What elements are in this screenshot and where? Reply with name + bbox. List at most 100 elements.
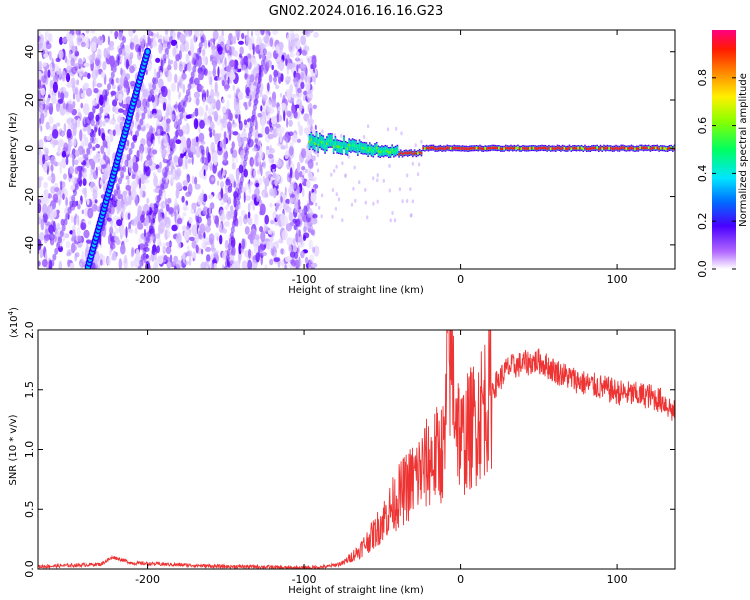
noise-blob [40, 112, 45, 125]
carrier-core [661, 146, 664, 150]
transition-dot [358, 180, 361, 185]
noise-blob [82, 187, 87, 195]
carrier-core [405, 151, 407, 154]
noise-blob [185, 154, 189, 160]
noise-blob [315, 202, 318, 207]
carrier-core [642, 147, 645, 150]
snr-xtick-label: 0 [457, 573, 464, 586]
noise-blob [51, 208, 57, 218]
noise-blob [65, 240, 71, 249]
noise-blob [116, 219, 123, 227]
noise-streak [171, 142, 176, 149]
noise-blob [152, 244, 157, 253]
noise-blob [202, 96, 206, 106]
noise-blob [129, 42, 135, 51]
noise-blob [220, 118, 226, 124]
carrier-core [536, 147, 538, 150]
transition-dot [410, 213, 413, 218]
noise-blob [232, 119, 235, 125]
noise-blob [220, 213, 226, 222]
noise-blob [44, 221, 51, 226]
noise-streak [63, 218, 68, 226]
carrier-core [656, 146, 659, 149]
noise-blob [232, 35, 237, 45]
noise-blob [84, 116, 91, 126]
carrier-core [329, 139, 331, 142]
noise-blob [224, 239, 229, 250]
noise-blob [307, 207, 313, 218]
noise-blob [222, 98, 225, 104]
noise-blob [146, 224, 149, 233]
noise-streak [163, 171, 168, 179]
noise-blob [122, 109, 128, 116]
noise-blob [279, 131, 283, 143]
carrier-core [458, 147, 461, 150]
transition-dot [318, 205, 321, 210]
noise-blob [112, 252, 116, 257]
noise-blob [296, 226, 299, 235]
noise-blob [159, 178, 162, 185]
noise-blob [108, 129, 115, 135]
noise-blob [198, 233, 203, 240]
noise-blob [273, 69, 278, 78]
noise-blob [279, 92, 283, 98]
noise-blob [85, 239, 92, 244]
transition-dot [331, 188, 335, 192]
carrier-core [623, 146, 626, 150]
transition-dot [386, 127, 390, 132]
colorbar-ticks: 0.0 0.2 0.4 0.6 0.8 [696, 69, 736, 278]
carrier-core [467, 147, 469, 151]
noise-blob [70, 209, 73, 214]
noise-blob [132, 134, 138, 142]
noise-blob [244, 183, 251, 190]
noise-blob [98, 127, 101, 137]
noise-blob [271, 91, 277, 102]
noise-blob [253, 169, 257, 178]
noise-blob [288, 39, 291, 51]
noise-blob [310, 262, 318, 268]
carrier-core [517, 146, 519, 149]
noise-blob [272, 248, 275, 256]
noise-blob [70, 237, 74, 242]
carrier-core [415, 152, 418, 156]
noise-blob [102, 172, 108, 181]
noise-blob [40, 40, 47, 51]
carrier-core [336, 145, 338, 148]
noise-blob [129, 65, 135, 74]
noise-blob [79, 262, 83, 268]
noise-blob [194, 32, 200, 38]
noise-blob [38, 72, 42, 82]
carrier-core [446, 146, 449, 149]
noise-blob [95, 143, 100, 149]
noise-blob [241, 238, 245, 250]
noise-blob [140, 150, 143, 160]
carrier-core [417, 151, 419, 155]
noise-blob [247, 121, 252, 130]
noise-blob [247, 53, 252, 59]
noise-blob [182, 185, 188, 191]
noise-blob [181, 72, 187, 80]
noise-blob [199, 119, 205, 129]
noise-blob [75, 252, 80, 258]
noise-blob [185, 225, 190, 230]
noise-blob [238, 242, 242, 255]
noise-blob [187, 250, 193, 257]
noise-streak [107, 206, 112, 214]
noise-blob [81, 250, 85, 263]
noise-blob [262, 160, 267, 169]
noise-blob [100, 145, 105, 154]
carrier-core [647, 146, 650, 149]
noise-blob [87, 220, 92, 225]
noise-blob [173, 155, 179, 163]
noise-blob [233, 91, 236, 104]
noise-blob [297, 121, 301, 128]
carrier-core [660, 146, 662, 150]
carrier-core [355, 145, 357, 148]
noise-streak [235, 198, 240, 206]
noise-blob [126, 84, 130, 96]
noise-blob [186, 174, 191, 183]
noise-blob [90, 119, 95, 127]
noise-blob [182, 225, 187, 232]
carrier-core [673, 146, 675, 149]
noise-streak [97, 112, 102, 120]
